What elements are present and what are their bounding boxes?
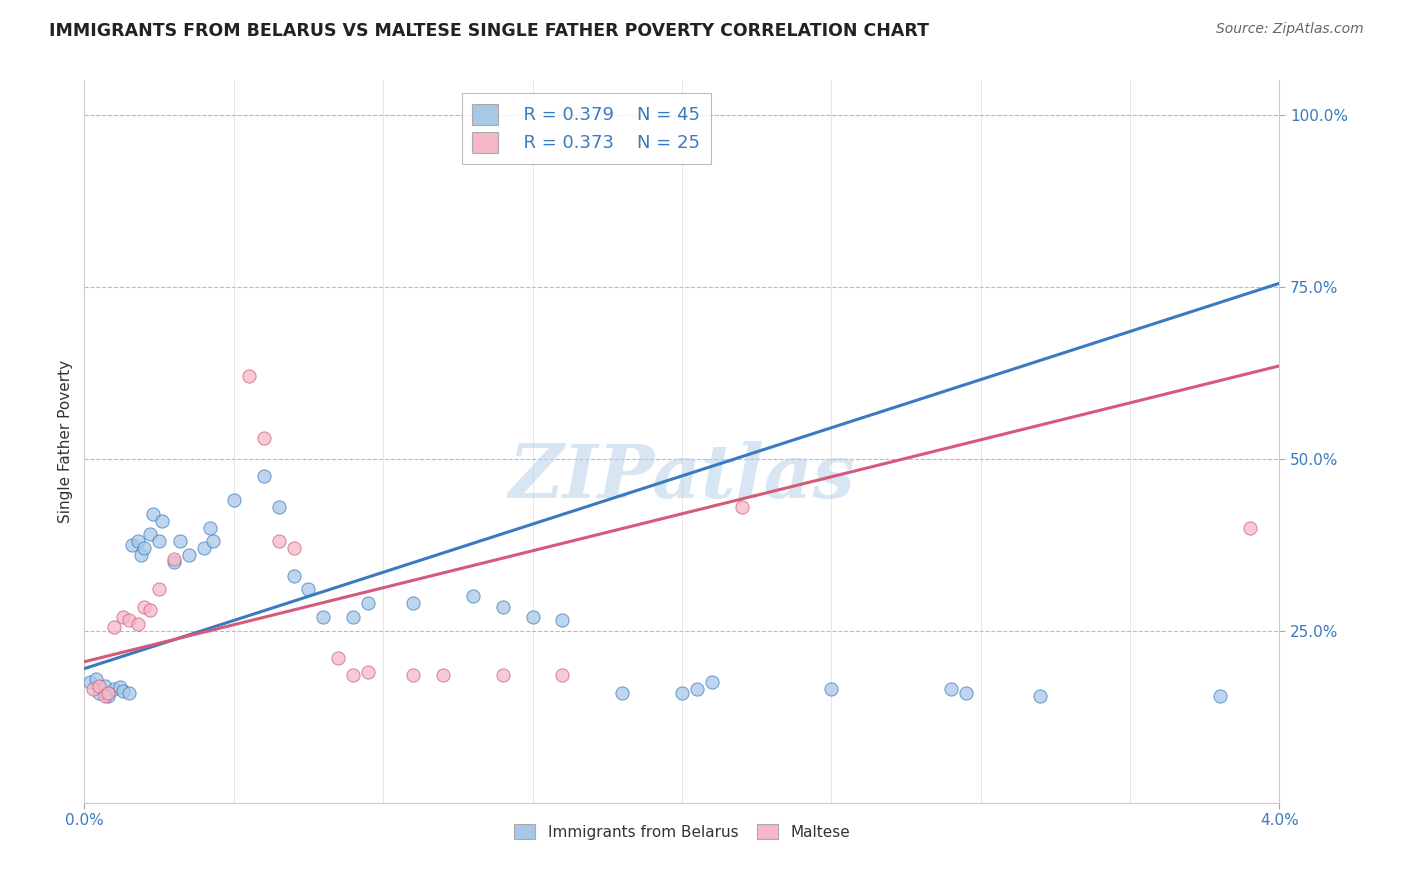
Point <box>163 551 186 566</box>
Point <box>97 686 120 700</box>
Point <box>253 469 276 483</box>
Point <box>112 610 135 624</box>
Point <box>939 682 962 697</box>
Point <box>94 679 117 693</box>
Point <box>522 610 544 624</box>
Point <box>1239 520 1261 534</box>
Point <box>142 507 165 521</box>
Point <box>169 534 191 549</box>
Point <box>461 590 484 604</box>
Legend: Immigrants from Belarus, Maltese: Immigrants from Belarus, Maltese <box>508 818 856 846</box>
Point <box>118 614 141 628</box>
Point <box>150 514 173 528</box>
Point <box>163 555 186 569</box>
Point <box>82 682 104 697</box>
Point <box>201 534 224 549</box>
Point <box>700 675 723 690</box>
Point <box>79 675 101 690</box>
Point <box>686 682 709 697</box>
Point <box>551 614 574 628</box>
Point <box>97 689 120 703</box>
Point <box>86 672 108 686</box>
Point <box>312 610 335 624</box>
Point <box>127 534 149 549</box>
Point <box>671 686 693 700</box>
Point <box>238 369 260 384</box>
Point <box>402 596 425 610</box>
Point <box>357 596 380 610</box>
Point <box>148 534 170 549</box>
Point <box>402 668 425 682</box>
Point <box>139 527 162 541</box>
Point <box>1209 689 1232 703</box>
Point <box>198 520 221 534</box>
Point <box>103 682 125 697</box>
Point <box>357 665 380 679</box>
Point <box>193 541 215 556</box>
Point <box>127 616 149 631</box>
Point <box>103 620 125 634</box>
Point <box>612 686 634 700</box>
Point <box>112 684 135 698</box>
Point <box>94 689 117 703</box>
Point <box>328 651 350 665</box>
Point <box>267 500 290 514</box>
Text: IMMIGRANTS FROM BELARUS VS MALTESE SINGLE FATHER POVERTY CORRELATION CHART: IMMIGRANTS FROM BELARUS VS MALTESE SINGL… <box>49 22 929 40</box>
Y-axis label: Single Father Poverty: Single Father Poverty <box>58 360 73 523</box>
Point <box>267 534 290 549</box>
Point <box>132 541 156 556</box>
Point <box>110 680 132 694</box>
Point <box>89 686 111 700</box>
Point <box>492 668 515 682</box>
Point <box>1029 689 1052 703</box>
Text: ZIPatlas: ZIPatlas <box>509 442 855 514</box>
Point <box>139 603 162 617</box>
Point <box>551 668 574 682</box>
Point <box>253 431 276 445</box>
Text: Source: ZipAtlas.com: Source: ZipAtlas.com <box>1216 22 1364 37</box>
Point <box>342 610 364 624</box>
Point <box>121 538 143 552</box>
Point <box>820 682 842 697</box>
Point <box>283 541 305 556</box>
Point <box>492 599 515 614</box>
Point <box>132 599 156 614</box>
Point <box>342 668 364 682</box>
Point <box>432 668 454 682</box>
Point <box>129 548 152 562</box>
Point <box>222 493 245 508</box>
Point <box>177 548 200 562</box>
Point <box>283 568 305 582</box>
Point <box>731 500 754 514</box>
Point <box>955 686 977 700</box>
Point <box>297 582 319 597</box>
Point <box>89 679 111 693</box>
Point <box>118 686 141 700</box>
Point <box>148 582 170 597</box>
